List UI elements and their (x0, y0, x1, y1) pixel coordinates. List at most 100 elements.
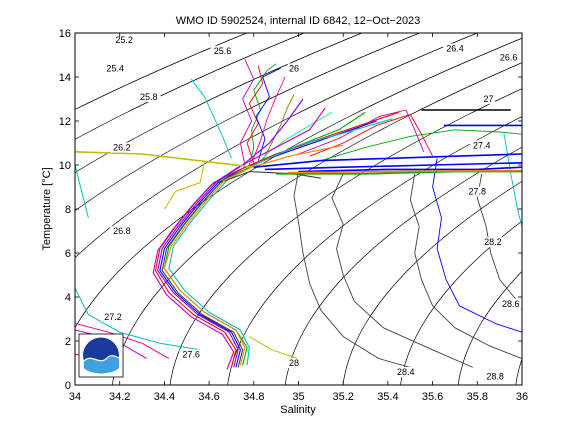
profiles_fresh-2 (75, 322, 170, 360)
isopycnal-2 (75, 33, 363, 173)
profiles_upper-4 (190, 78, 232, 159)
contour-label-bg (103, 63, 127, 74)
chart-title: WMO ID 5902524, internal ID 6842, 12−Oct… (176, 15, 421, 27)
x-axis: 34 34.2 34.4 34.6 34.8 35 35.2 35.4 35.6 35.8 36 (69, 33, 528, 403)
noaa-logo (78, 333, 124, 378)
x-tick-label: 35.8 (467, 391, 488, 403)
profiles_deep_salty-1 (409, 173, 522, 360)
isopycnal-0 (75, 33, 248, 110)
x-tick-label: 35.6 (422, 391, 443, 403)
profiles_mid_loops-2 (320, 129, 522, 162)
contour-label-9: 27 (483, 94, 493, 104)
profiles_fresh-5 (249, 336, 299, 360)
y-axis-label: Temperature [°C] (41, 167, 53, 250)
y-tick-label: 16 (59, 28, 71, 40)
contour-label-bg (287, 358, 301, 369)
profiles_mid_loops-0 (309, 113, 434, 157)
contour-label-bg (394, 367, 418, 377)
profiles_fresh-0 (163, 160, 206, 210)
profiles_shallow-3 (276, 170, 522, 175)
contour-label-14: 28 (289, 358, 299, 368)
profiles_upper-5 (262, 94, 295, 161)
y-tick-label: 8 (65, 204, 71, 216)
density-contour-labels: 25.2 25.4 25.6 25.8 26 26.2 26.4 26.6 26.8 27 27.2… (101, 34, 523, 382)
contour-label-bg (101, 312, 125, 322)
contour-label-bg (470, 140, 494, 151)
profiles_shallow-1 (264, 162, 522, 171)
isopycnal-9 (284, 146, 522, 385)
x-tick-label: 34.4 (154, 391, 175, 403)
contour-label-bg (110, 142, 134, 153)
contour-label-15: 28.2 (484, 237, 502, 247)
contour-label-12: 27.6 (182, 349, 200, 359)
contour-label-1: 25.4 (106, 63, 124, 73)
contour-label-bg (443, 43, 467, 54)
contour-label-11: 27.4 (473, 140, 491, 150)
contour-label-7: 26.6 (500, 52, 518, 62)
x-tick-label: 35.4 (377, 391, 398, 403)
contour-label-17: 28.6 (502, 299, 520, 309)
y-tick-label: 14 (59, 72, 71, 84)
profiles_upper-3 (239, 59, 255, 166)
isopycnal-6 (111, 62, 522, 385)
contour-label-16: 28.4 (397, 367, 415, 377)
profiles_shallow-2 (298, 166, 522, 173)
contour-label-13: 27.8 (469, 187, 487, 197)
isopycnal-4 (75, 33, 479, 259)
isopycnal-1 (75, 33, 306, 140)
x-tick-label: 34 (69, 391, 81, 403)
x-tick-label: 35 (292, 391, 304, 403)
contour-label-bg (210, 45, 235, 56)
density-contours (75, 33, 522, 385)
contour-label-0: 25.2 (115, 35, 133, 45)
y-tick-label: 12 (59, 116, 71, 128)
contour-label-bg (112, 34, 136, 45)
contour-label-bg (481, 237, 505, 248)
x-axis-label: Salinity (280, 404, 316, 416)
profiles_core-5 (161, 171, 321, 368)
contour-label-bg (179, 349, 203, 360)
profiles_deep_salty-0 (331, 173, 473, 368)
contour-label-10: 27.2 (104, 312, 122, 322)
contour-label-3: 25.8 (140, 92, 158, 102)
profiles_mid_loops-1 (298, 109, 425, 155)
contour-label-2: 25.6 (214, 46, 232, 56)
x-tick-label: 34.2 (109, 391, 130, 403)
profiles_shallow-5 (75, 151, 254, 168)
contour-label-bg (287, 63, 301, 74)
profiles_core-7 (157, 98, 304, 368)
contour-label-bg (465, 186, 490, 197)
isopycnal-7 (169, 88, 522, 385)
profiles_fresh-1 (75, 164, 89, 218)
contour-label-6: 26.4 (446, 44, 464, 54)
isopycnal-5 (75, 37, 522, 329)
noaa-logo-wave-crest (83, 355, 120, 362)
x-tick-label: 36 (516, 391, 528, 403)
profiles_deep_salty-5 (293, 171, 411, 368)
contour-label-5: 26.2 (113, 143, 131, 153)
isopycnal-12 (457, 270, 522, 385)
profiles_shallow-4 (287, 169, 522, 174)
profiles_deep_salty-2 (432, 158, 522, 333)
profiles_core-3 (168, 118, 393, 366)
profiles_core-0 (159, 120, 377, 368)
profiles_core-4 (152, 107, 326, 370)
contour-label-bg (496, 52, 521, 63)
profiles_shallow-0 (253, 153, 522, 168)
contour-label-bg (483, 371, 507, 382)
contour-label-4: 26 (289, 63, 299, 73)
contour-label-bg (482, 94, 495, 105)
y-axis: 0 2 4 6 8 10 12 14 16 (59, 28, 522, 392)
profiles_upper-2 (255, 67, 281, 161)
contour-label-bg (137, 92, 161, 102)
contour-label-18: 28.8 (486, 371, 504, 381)
isopycnal-8 (227, 116, 522, 385)
y-tick-label: 0 (65, 380, 71, 392)
noaa-logo-wave (84, 355, 119, 374)
isopycnal-11 (400, 220, 522, 385)
profiles_upper-1 (246, 65, 264, 163)
plot-background (75, 33, 522, 385)
profiles_fresh-4 (75, 287, 201, 351)
y-tick-label: 2 (65, 336, 71, 348)
